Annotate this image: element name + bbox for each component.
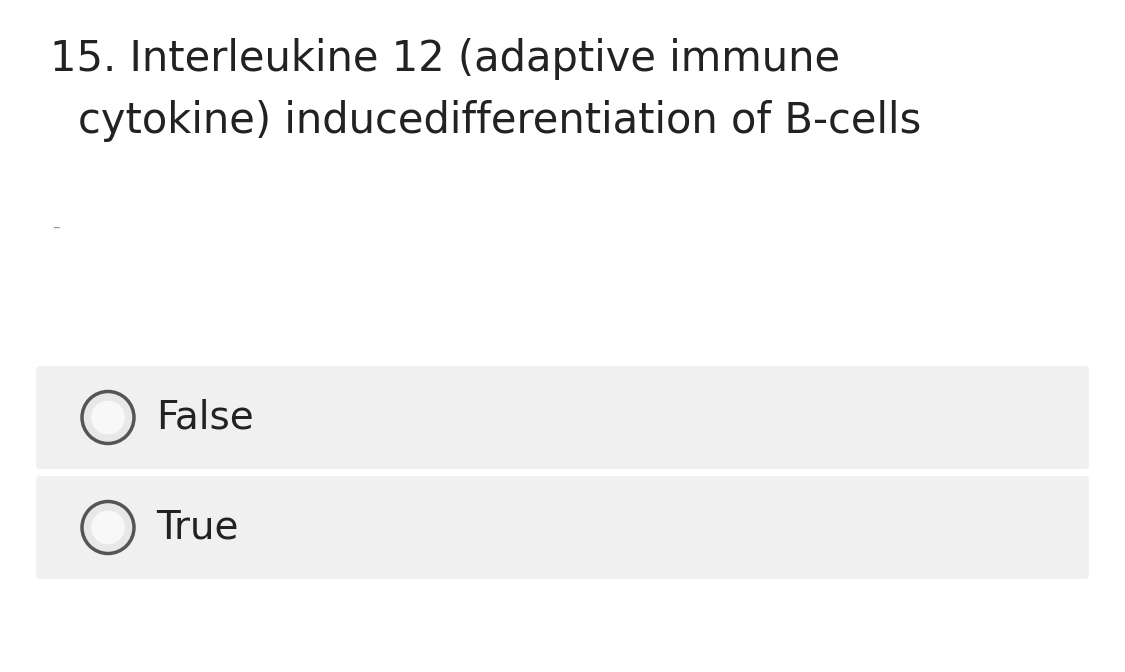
Text: True: True [156,509,238,546]
Ellipse shape [91,401,125,434]
Text: 15. Interleukine 12 (adaptive immune: 15. Interleukine 12 (adaptive immune [50,38,840,80]
Text: –: – [52,220,60,235]
Text: False: False [156,398,254,437]
Ellipse shape [82,501,134,554]
Ellipse shape [82,392,134,444]
Ellipse shape [91,511,125,544]
FancyBboxPatch shape [36,366,1089,469]
Text: cytokine) inducedifferentiation of B-cells: cytokine) inducedifferentiation of B-cel… [78,100,921,142]
FancyBboxPatch shape [36,476,1089,579]
